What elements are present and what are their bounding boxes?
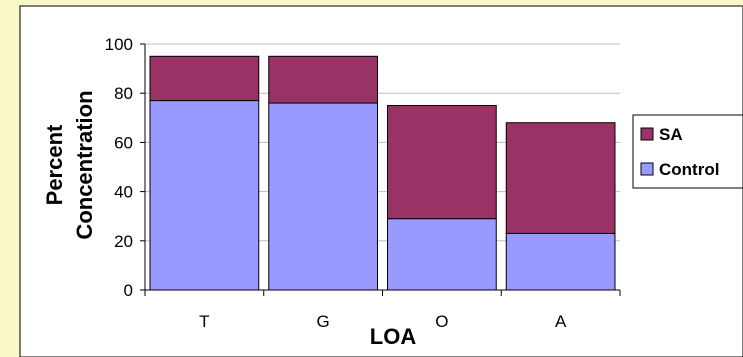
x-axis-title: LOA — [370, 324, 417, 349]
bar-control-t — [149, 100, 260, 291]
legend-swatch-sa — [640, 127, 654, 141]
bar-control-g — [268, 102, 378, 291]
x-tick-label-g: G — [317, 312, 330, 331]
y-axis-title: Percent Concentration — [42, 90, 97, 239]
y-tick-label-20: 20 — [114, 232, 133, 251]
y-tick-label-40: 40 — [114, 183, 133, 202]
bar-sa-a — [505, 122, 616, 234]
legend-label-sa: SA — [659, 125, 683, 144]
bar-control-o — [387, 218, 497, 291]
y-tick-label-60: 60 — [114, 133, 133, 152]
bar-control-a — [505, 232, 616, 291]
x-tick-label-t: T — [199, 312, 209, 331]
legend: SA Control — [632, 114, 743, 189]
x-tick-label-o: O — [435, 312, 448, 331]
y-tick-label-80: 80 — [114, 84, 133, 103]
legend-box — [632, 114, 743, 189]
legend-label-control: Control — [659, 160, 719, 179]
tick-labels: 0 20 40 60 80 100 T G O A — [105, 35, 567, 331]
legend-swatch-control — [640, 162, 654, 176]
y-tick-label-0: 0 — [124, 281, 133, 300]
bar-sa-t — [149, 55, 260, 102]
axes — [140, 43, 621, 296]
bar-sa-g — [268, 55, 378, 104]
bar-sa-o — [387, 105, 497, 220]
y-tick-label-100: 100 — [105, 35, 133, 54]
bars — [149, 55, 616, 291]
y-axis-title-line-1: Percent — [42, 124, 67, 205]
y-axis-title-line-2: Concentration — [72, 90, 97, 239]
x-tick-label-a: A — [555, 312, 567, 331]
chart-area-background — [19, 5, 743, 357]
